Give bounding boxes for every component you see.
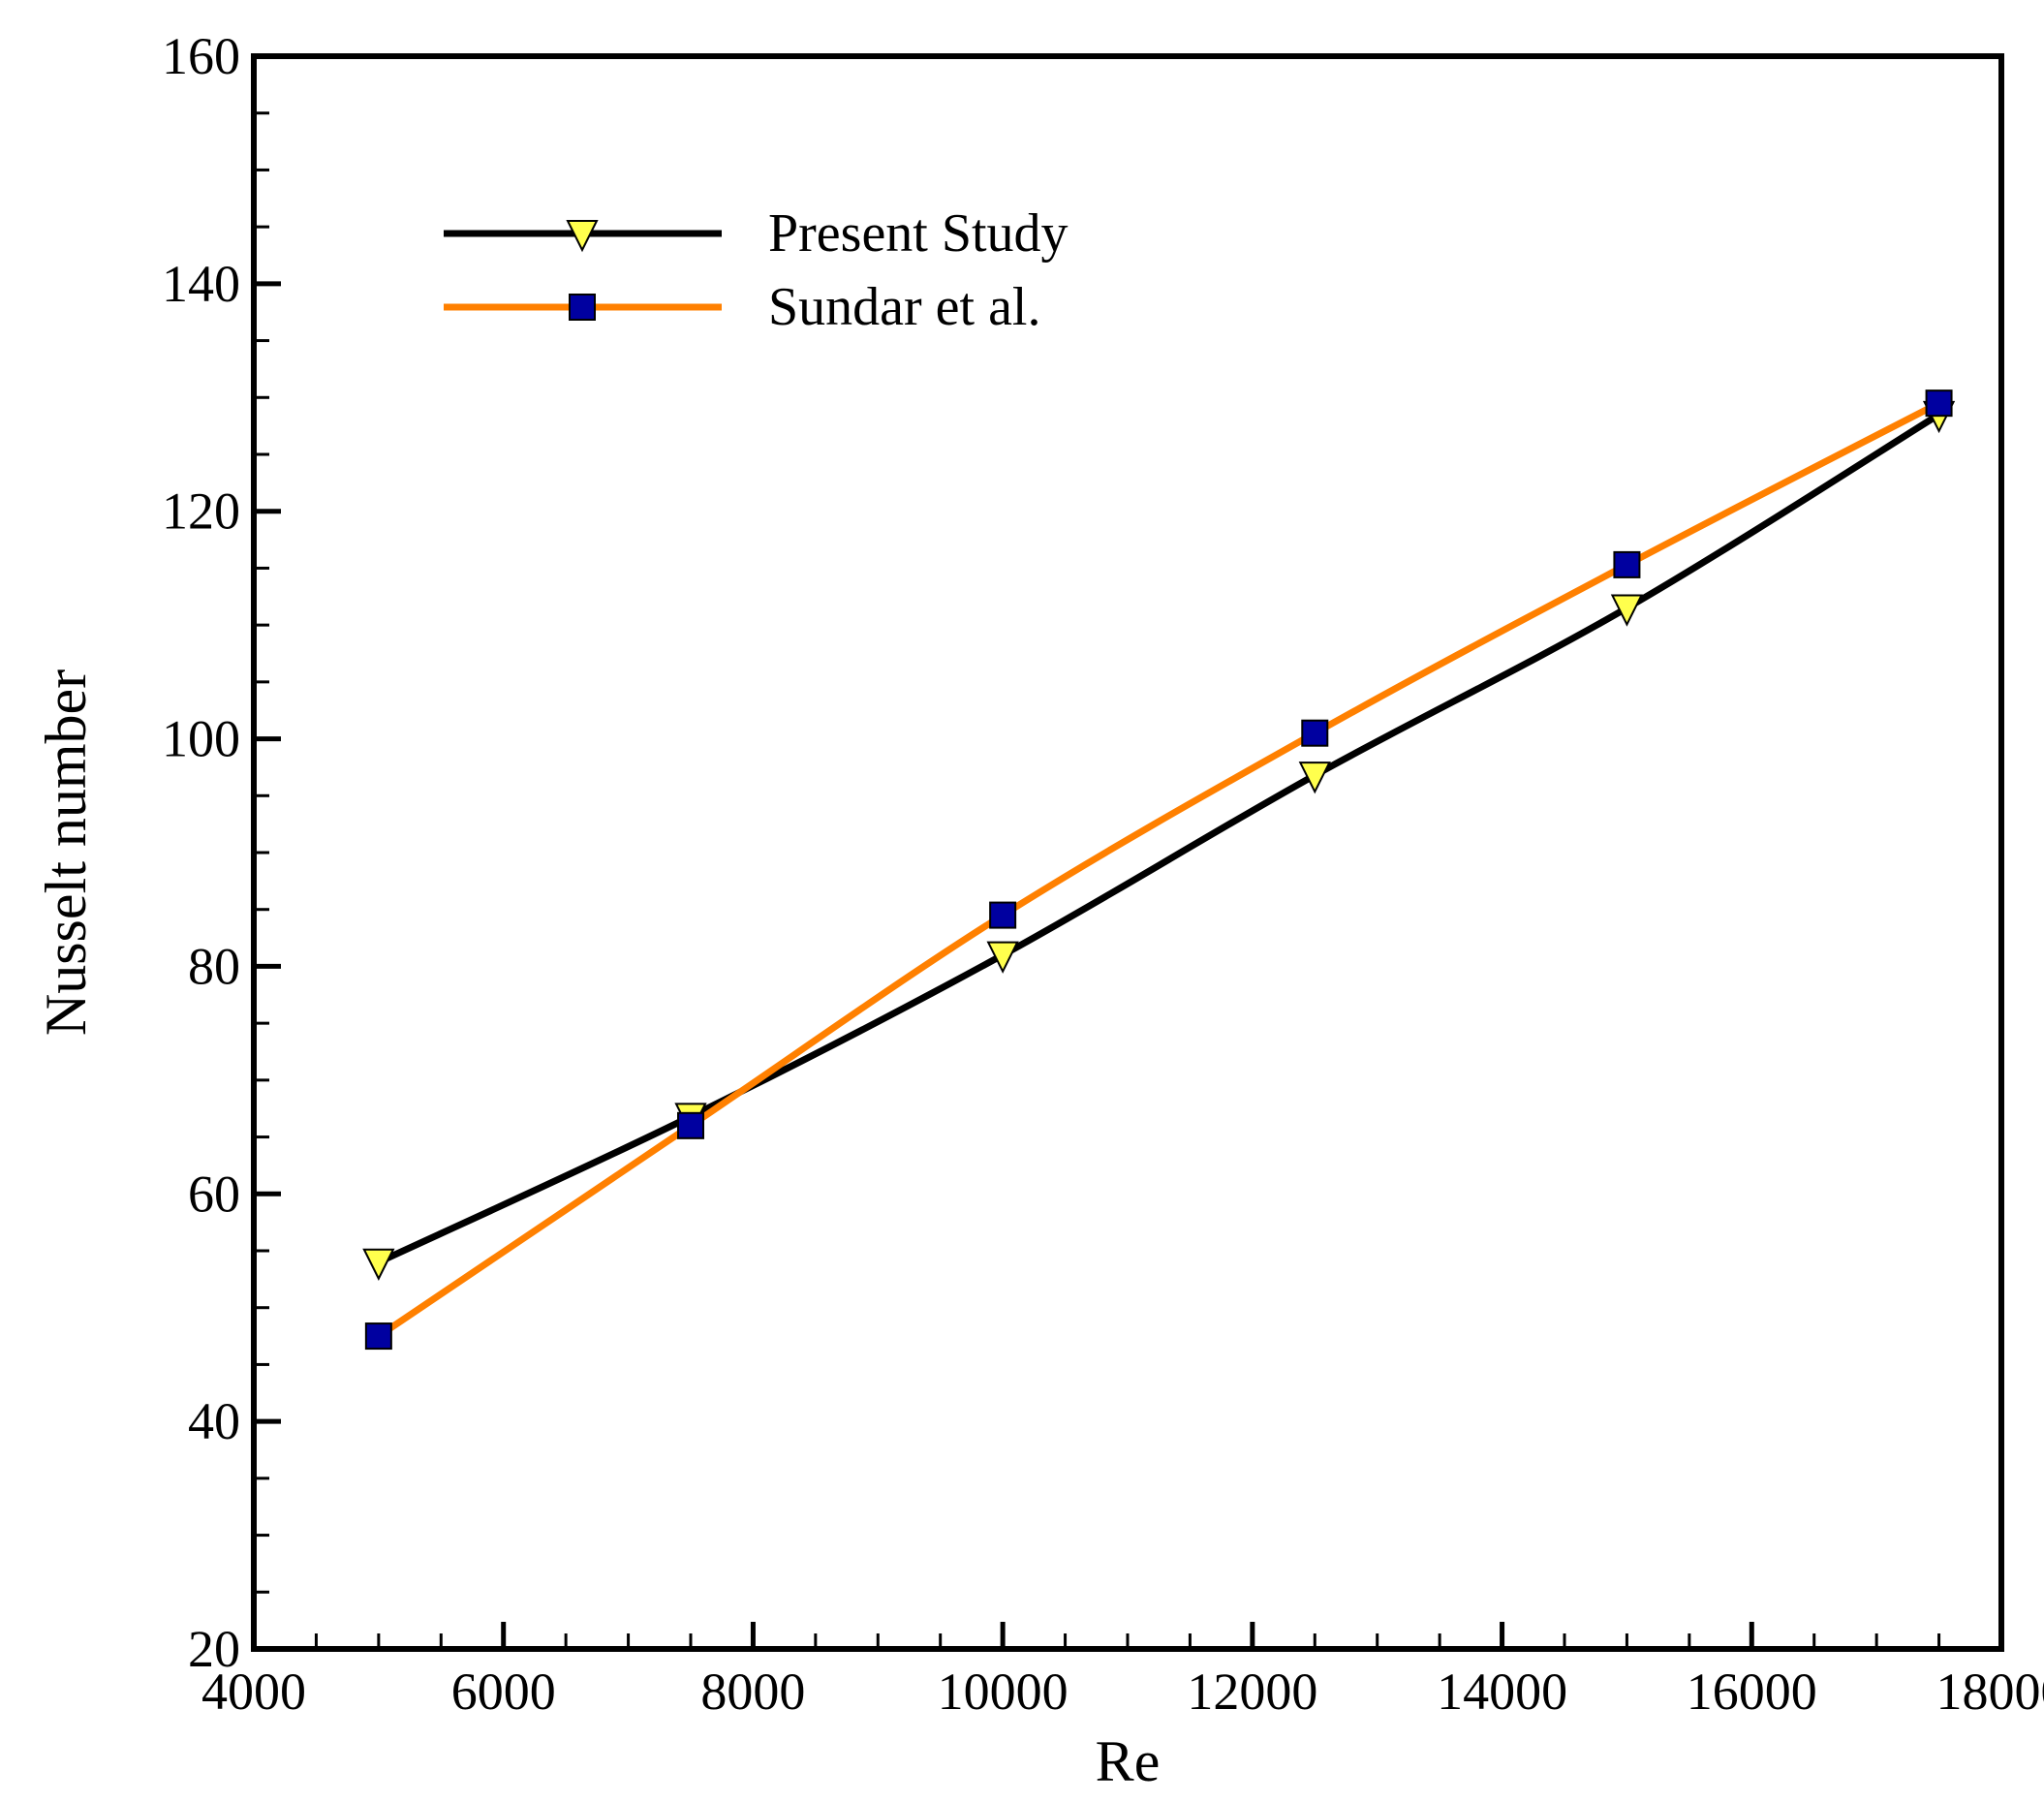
x-tick-label: 10000 <box>938 1663 1068 1721</box>
legend-entry-sundar-et-al: Sundar et al. <box>444 277 1040 337</box>
data-series <box>362 389 1956 1351</box>
legend-marker-sundar-et-al <box>569 294 596 321</box>
y-tick-label: 140 <box>162 255 240 313</box>
x-axis-title: Re <box>1096 1729 1161 1793</box>
series-present-study <box>362 400 1956 1281</box>
x-tick-label: 14000 <box>1437 1663 1567 1721</box>
legend-label-sundar-et-al: Sundar et al. <box>768 277 1040 337</box>
data-point-present-study <box>986 941 1019 974</box>
axis-ticks <box>251 53 2004 1652</box>
y-tick-label: 160 <box>162 27 240 85</box>
legend-label-present-study: Present Study <box>768 203 1068 264</box>
y-axis-title: Nusselt number <box>34 669 98 1036</box>
tick-labels: 4000 6000 8000 10000 12000 14000 16000 18000 20 4… <box>162 27 2044 1721</box>
data-point-sundar-et-al <box>677 1111 704 1139</box>
x-tick-label: 12000 <box>1187 1663 1317 1721</box>
data-point-present-study <box>1610 594 1644 627</box>
y-tick-label: 40 <box>188 1392 240 1450</box>
series-line-sundar-et-al <box>375 399 1943 1340</box>
x-tick-label: 18000 <box>1936 1663 2044 1721</box>
y-tick-label: 60 <box>188 1165 240 1223</box>
data-point-sundar-et-al <box>364 1322 392 1351</box>
legend-entry-present-study: Present Study <box>444 203 1068 264</box>
data-point-present-study <box>362 1248 395 1281</box>
series-sundar-et-al <box>364 389 1953 1351</box>
x-tick-label: 4000 <box>201 1663 306 1721</box>
x-tick-label: 8000 <box>700 1663 805 1721</box>
data-point-sundar-et-al <box>1301 719 1329 747</box>
legend: Present Study Sundar et al. <box>444 203 1068 337</box>
y-tick-label: 80 <box>188 937 240 995</box>
y-tick-label: 20 <box>188 1620 240 1678</box>
plot-frame <box>251 53 2004 1652</box>
data-point-present-study <box>1298 762 1331 794</box>
x-tick-label: 16000 <box>1687 1663 1817 1721</box>
data-point-sundar-et-al <box>1925 389 1953 418</box>
data-point-sundar-et-al <box>989 901 1017 929</box>
y-tick-label: 120 <box>162 482 240 541</box>
data-point-sundar-et-al <box>1613 550 1641 578</box>
legend-marker-present-study <box>566 220 599 253</box>
y-tick-label: 100 <box>162 710 240 768</box>
x-tick-label: 6000 <box>451 1663 556 1721</box>
series-line-present-study <box>375 411 1943 1266</box>
